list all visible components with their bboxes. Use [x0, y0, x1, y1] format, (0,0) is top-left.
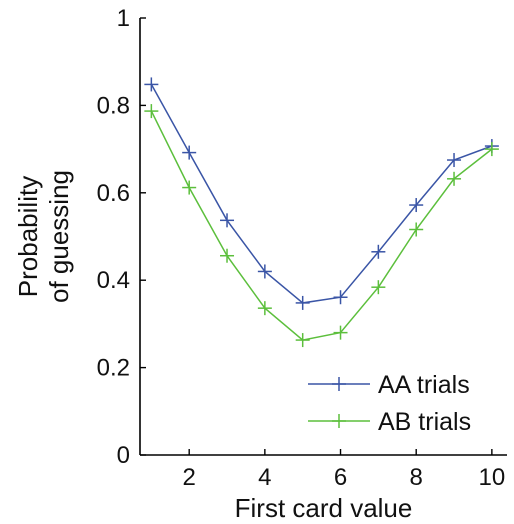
x-tick-label: 6 — [334, 464, 347, 491]
series-line-ab-trials — [150, 110, 493, 341]
y-tick-label: 0.6 — [97, 180, 130, 207]
data-point-ab-trials — [371, 280, 386, 295]
data-point-aa-trials — [182, 145, 197, 160]
legend-marker — [332, 377, 346, 391]
x-tick-label: 4 — [258, 464, 271, 491]
legend-item-ab-trials: AB trials — [308, 408, 471, 436]
x-tick-label: 2 — [183, 464, 196, 491]
y-axis-label: Probability of guessing — [13, 170, 74, 303]
data-point-ab-trials — [220, 248, 235, 263]
y-ticks: 0 0.2 0.4 0.6 0.8 1 — [97, 5, 146, 469]
y-tick-label: 0.8 — [97, 92, 130, 119]
series-ab-trials — [144, 104, 499, 348]
legend-label: AA trials — [378, 371, 470, 399]
data-point-ab-trials — [447, 171, 462, 186]
data-point-aa-trials — [144, 77, 159, 92]
data-point-aa-trials — [295, 295, 310, 310]
y-axis-label-line-1: Probability — [13, 176, 43, 297]
x-ticks: 2 4 6 8 10 — [183, 449, 506, 491]
y-tick-label: 1 — [117, 5, 130, 32]
series-layer — [144, 77, 499, 348]
y-axis-label-line-2: of guessing — [44, 170, 74, 303]
data-point-ab-trials — [333, 325, 348, 340]
data-point-ab-trials — [484, 142, 499, 157]
data-point-aa-trials — [371, 244, 386, 259]
axes: 0 0.2 0.4 0.6 0.8 1 2 4 6 8 10 — [97, 5, 507, 491]
series-aa-trials — [144, 77, 499, 310]
series-line-aa-trials — [150, 84, 493, 304]
x-axis-label: First card value — [235, 493, 413, 523]
data-point-ab-trials — [144, 104, 159, 119]
data-point-ab-trials — [257, 301, 272, 316]
x-tick-label: 8 — [410, 464, 423, 491]
x-tick-label: 10 — [479, 464, 506, 491]
data-point-aa-trials — [409, 198, 424, 213]
data-point-aa-trials — [333, 290, 348, 305]
legend-item-aa-trials: AA trials — [308, 371, 470, 399]
data-point-aa-trials — [447, 153, 462, 168]
y-tick-label: 0.2 — [97, 355, 130, 382]
legend-label: AB trials — [378, 408, 471, 436]
data-point-aa-trials — [257, 264, 272, 279]
data-point-ab-trials — [295, 333, 310, 348]
y-tick-label: 0.4 — [97, 267, 130, 294]
legend: AA trials AB trials — [308, 371, 471, 436]
y-tick-label: 0 — [117, 442, 130, 469]
data-point-ab-trials — [409, 222, 424, 237]
legend-marker — [332, 414, 346, 428]
data-point-ab-trials — [182, 180, 197, 195]
data-point-aa-trials — [220, 213, 235, 228]
